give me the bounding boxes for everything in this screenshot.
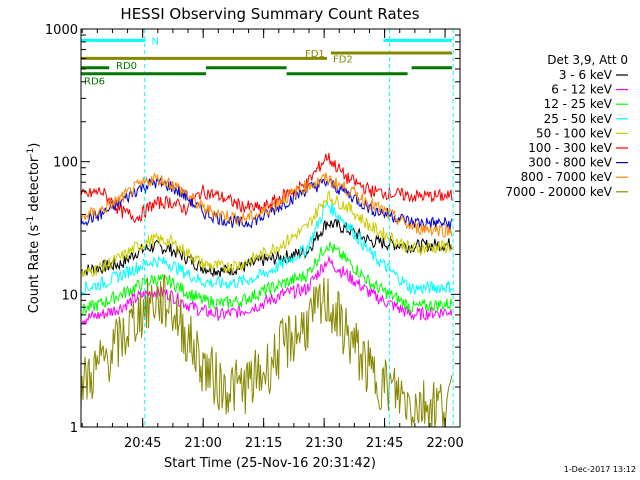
flag-lines: N FD1 FD2 RD0 RD6 (81, 36, 452, 88)
legend-entry-label: 3 - 6 keV (559, 68, 613, 82)
y-tick-label: 100 (53, 156, 78, 171)
y-axis-label-sup2: -1 (26, 148, 36, 157)
plot-frame (80, 28, 461, 428)
plot-area (80, 29, 454, 428)
x-axis-label: Start Time (25-Nov-16 20:31:42) (164, 456, 376, 471)
series-line (80, 171, 453, 238)
flag-label: FD2 (333, 54, 353, 65)
flag-label: RD0 (116, 61, 137, 72)
legend-entry-label: 50 - 100 keV (536, 126, 613, 140)
x-tick-label: 21:00 (184, 436, 221, 451)
y-axis-label: Count Rate (s-1 detector-1) (26, 143, 42, 314)
y-tick-label: 1 (70, 421, 78, 436)
x-tick-label: 21:15 (245, 436, 282, 451)
legend-entry-label: 300 - 800 keV (528, 156, 612, 170)
x-tick-label: 21:45 (366, 436, 403, 451)
footer-date: 1-Dec-2017 13:12 (564, 465, 636, 474)
y-axis-label-mid: detector (27, 156, 42, 216)
flag-label: FD1 (305, 49, 325, 60)
x-tick-label: 21:30 (305, 436, 342, 451)
y-tick-label: 10 (61, 288, 78, 303)
legend-entry-label: 25 - 50 keV (544, 112, 613, 126)
y-axis-label-end: ) (27, 143, 42, 148)
legend-title: Det 3,9, Att 0 (547, 53, 628, 67)
legend-entry-label: 800 - 7000 keV (521, 170, 613, 184)
legend-entry-label: 100 - 300 keV (528, 141, 612, 155)
flag-label: N (152, 36, 159, 47)
series-line (80, 256, 453, 326)
x-tick-label: 20:45 (124, 436, 161, 451)
series-line (80, 199, 453, 297)
legend-entry-label: 7000 - 20000 keV (505, 185, 612, 199)
axes: 1 10 100 1000 20:45 21:00 21:15 21:30 21:45 22:00 (45, 23, 464, 451)
series-line (80, 152, 453, 224)
series-line (80, 189, 453, 278)
flag-label: RD6 (84, 77, 105, 88)
legend-entry-label: 12 - 25 keV (544, 97, 613, 111)
chart-title: HESSI Observing Summary Count Rates (120, 5, 419, 23)
legend-entry-label: 6 - 12 keV (551, 83, 613, 97)
y-axis-label-main: Count Rate (s (27, 225, 42, 314)
y-axis-label-sup1: -1 (26, 216, 36, 225)
series-line (80, 274, 453, 428)
y-tick-label: 1000 (45, 23, 78, 38)
x-tick-label: 22:00 (426, 436, 463, 451)
series-line (80, 241, 453, 318)
series-line (80, 218, 453, 278)
